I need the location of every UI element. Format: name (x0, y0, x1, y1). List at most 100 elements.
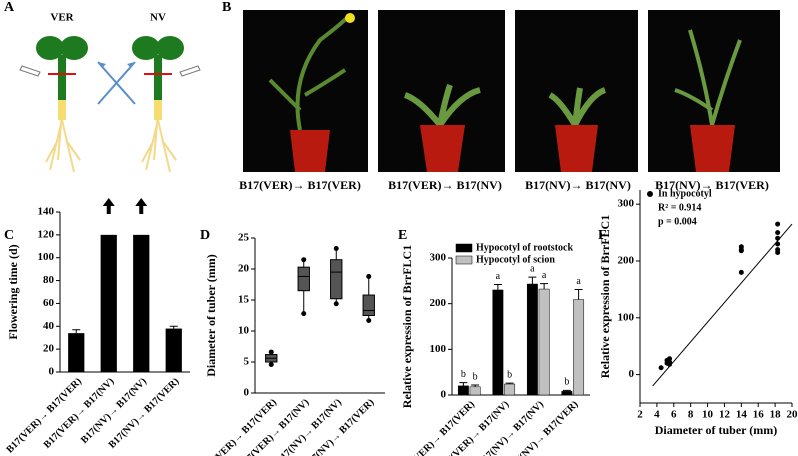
seedling-diagram: VER NV (19, 12, 201, 173)
point (667, 361, 673, 367)
panel-letter: F (598, 228, 607, 243)
x-tick-label: 8 (688, 409, 694, 421)
error-bar (169, 325, 178, 329)
y-axis-label: Diameter of tuber (mm) (204, 254, 218, 377)
x-tick-label: 10 (702, 409, 714, 421)
significance-letter: b (461, 369, 466, 380)
ver-label: VER (50, 12, 74, 24)
error-bar (72, 329, 81, 334)
legend-marker (647, 191, 653, 197)
annotation: R² = 0.914 (658, 202, 701, 213)
max-point (333, 246, 339, 252)
min-point (333, 301, 339, 307)
y-tick-label: 0 (49, 366, 55, 378)
x-tick-label: 20 (787, 409, 798, 421)
legend-label: Hypocotyl of rootstock (476, 242, 573, 253)
point (775, 249, 781, 255)
y-tick-label: 100 (38, 251, 55, 263)
seedling-left (19, 36, 88, 173)
min-point (301, 311, 307, 317)
point (775, 230, 781, 236)
photo-caption: B17(VER)→ B17(NV) (388, 178, 502, 192)
y-tick-label: 200 (430, 297, 447, 309)
y-axis-label: Relative expression of BrrFLC1 (400, 245, 414, 408)
significance-letter: a (542, 270, 547, 281)
plant-photos (243, 10, 780, 172)
significance-letter: b (473, 371, 478, 382)
y-tick-label: 0 (441, 389, 447, 401)
y-tick-label: 0 (244, 387, 250, 399)
point (738, 248, 744, 254)
y-tick-label: 80 (43, 274, 55, 286)
x-tick-label: 14 (736, 409, 748, 421)
x-tick-label: 18 (770, 409, 782, 421)
photo-caption: B17(NV)→ B17(VER) (655, 178, 769, 192)
y-tick-label: 300 (430, 252, 447, 264)
y-tick-label: 25 (238, 232, 250, 244)
photo (648, 10, 780, 172)
panel-letter: D (200, 228, 210, 243)
max-point (301, 257, 307, 263)
y-tick-label: 40 (43, 320, 55, 332)
up-arrow (102, 198, 115, 214)
y-tick-label: 140 (38, 206, 55, 218)
point (775, 241, 781, 247)
y-tick-label: 20 (238, 263, 250, 275)
max-point (366, 273, 372, 279)
legend-swatch (455, 243, 473, 253)
panel-letter: B (222, 0, 231, 15)
error-bar (528, 276, 537, 285)
significance-letter: b (507, 369, 512, 380)
max-point (268, 349, 274, 355)
error-bar (540, 283, 549, 290)
point (738, 244, 744, 250)
panel-letter: E (398, 228, 407, 243)
y-tick-label: 60 (43, 297, 55, 309)
y-tick-label: 15 (238, 294, 250, 306)
error-bar (505, 382, 514, 385)
error-bar (459, 382, 468, 386)
min-point (366, 317, 372, 323)
significance-letter: b (564, 377, 569, 388)
x-tick-label: 12 (719, 409, 731, 421)
x-tick-label: 2 (637, 409, 643, 421)
point (775, 235, 781, 241)
photo (243, 10, 368, 172)
box (330, 259, 343, 300)
photo-caption: B17(VER)→ B17(VER) (239, 178, 361, 192)
bar (573, 299, 585, 396)
fit-line (652, 223, 793, 387)
photo (378, 10, 505, 172)
y-tick-label: 100 (430, 343, 447, 355)
error-bar (574, 289, 583, 300)
nv-label: NV (150, 12, 166, 24)
error-bar (471, 384, 480, 387)
x-tick-label: 16 (753, 409, 765, 421)
x-axis-label: Diameter of tuber (mm) (655, 423, 778, 437)
y-tick-label: 10 (238, 325, 250, 337)
bar (504, 383, 516, 396)
bar (526, 283, 538, 396)
legend-label: Hypocotyl of scion (476, 254, 555, 265)
bar (100, 234, 117, 372)
up-arrow (135, 198, 148, 214)
photo (515, 10, 638, 172)
y-tick-label: 20 (43, 343, 55, 355)
bar (165, 328, 182, 372)
x-tick-label: 4 (654, 409, 660, 421)
bar (68, 333, 85, 372)
bar (133, 234, 150, 372)
significance-letter: a (576, 276, 581, 287)
bar (457, 385, 469, 396)
annotation: p = 0.004 (658, 216, 697, 227)
point (738, 269, 744, 275)
y-axis-label: Flowering time (d) (6, 244, 20, 339)
y-tick-label: 5 (244, 356, 250, 368)
panel-letter: C (4, 228, 14, 243)
legend-label: In hypocotyl (658, 188, 712, 199)
bar (492, 289, 504, 396)
panel-letter: A (4, 0, 15, 15)
bar (469, 386, 481, 396)
photo-caption: B17(NV)→ B17(NV) (525, 178, 631, 192)
